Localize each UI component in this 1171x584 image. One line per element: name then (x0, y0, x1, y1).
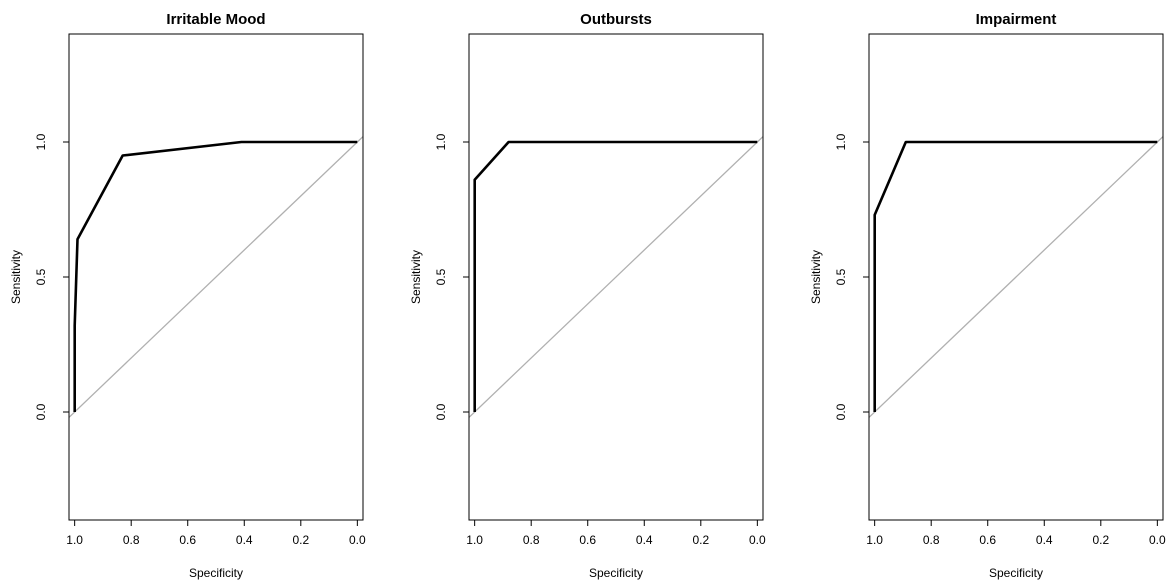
x-tick-label: 1.0 (66, 533, 83, 547)
y-tick-label: 0.5 (434, 268, 448, 285)
y-tick-label: 0.5 (834, 268, 848, 285)
roc-curve (473, 140, 758, 412)
x-tick-label: 0.8 (123, 533, 140, 547)
x-tick-label: 0.6 (979, 533, 996, 547)
x-axis-label: Specificity (189, 566, 243, 580)
x-tick-label: 0.0 (349, 533, 366, 547)
x-tick-label: 0.0 (749, 533, 766, 547)
roc-curve (873, 140, 1158, 412)
chart-title: Irritable Mood (166, 11, 265, 28)
x-axis-label: Specificity (589, 566, 643, 580)
reference-diagonal (869, 136, 1163, 418)
roc-panel-3: 1.0 0.8 0.6 0.4 0.2 0.0 0.0 0.5 1.0 Impairment Spe… (809, 11, 1166, 580)
reference-diagonal (69, 136, 363, 418)
y-tick-label: 0.5 (34, 268, 48, 285)
x-tick-label: 0.8 (523, 533, 540, 547)
x-tick-label: 0.2 (1092, 533, 1109, 547)
reference-diagonal (469, 136, 763, 418)
y-tick-label: 0.0 (34, 403, 48, 420)
y-tick-label: 0.0 (834, 403, 848, 420)
y-axis-label: Sensitivity (809, 250, 823, 304)
y-tick-label: 0.0 (434, 403, 448, 420)
x-tick-label: 0.8 (923, 533, 940, 547)
chart-title: Impairment (976, 11, 1057, 28)
x-tick-label: 0.2 (292, 533, 309, 547)
y-tick-label: 1.0 (834, 133, 848, 150)
y-tick-label: 1.0 (434, 133, 448, 150)
chart-title: Outbursts (580, 11, 652, 28)
x-tick-label: 0.4 (1036, 533, 1053, 547)
y-axis-label: Sensitivity (9, 250, 23, 304)
y-axis-label: Sensitivity (409, 250, 423, 304)
x-tick-label: 0.0 (1149, 533, 1166, 547)
x-tick-label: 0.4 (636, 533, 653, 547)
roc-panel-1: 1.0 0.8 0.6 0.4 0.2 0.0 0.0 0.5 1.0 Irritable Moo… (9, 11, 366, 580)
x-tick-label: 0.6 (579, 533, 596, 547)
x-tick-label: 0.6 (179, 533, 196, 547)
roc-panel-2: 1.0 0.8 0.6 0.4 0.2 0.0 0.0 0.5 1.0 Outbursts Spec… (409, 11, 766, 580)
x-tick-label: 1.0 (466, 533, 483, 547)
x-tick-label: 0.2 (692, 533, 709, 547)
x-axis-label: Specificity (989, 566, 1043, 580)
x-tick-label: 1.0 (866, 533, 883, 547)
roc-curve (73, 140, 358, 412)
x-tick-label: 0.4 (236, 533, 253, 547)
y-tick-label: 1.0 (34, 133, 48, 150)
